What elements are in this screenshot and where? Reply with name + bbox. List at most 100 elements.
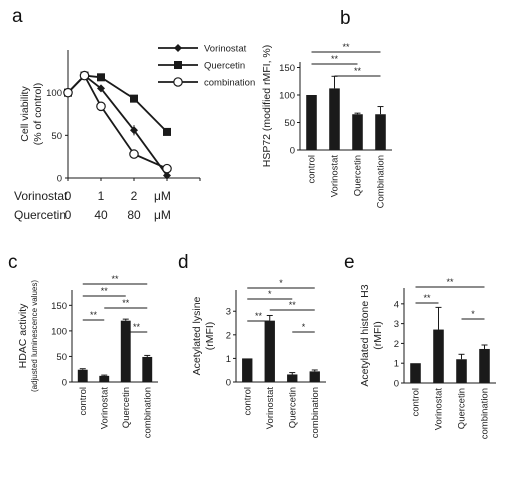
panel-e-bar-chart: 0 1 2 3 4 Acetylated histone H3(rMFI) control V… [359, 277, 496, 439]
d-category-label: control [242, 387, 253, 416]
a-x-row-unit: μM [154, 208, 171, 222]
b-category-label: Quercetin [353, 155, 364, 196]
b-bar [375, 114, 386, 150]
b-bar [329, 88, 340, 150]
d-y-axis-label: Acetylated lysine(rMFI) [191, 296, 216, 375]
a-x-row-unit: μM [154, 189, 171, 203]
a-x-row-tick: 0 [65, 189, 72, 203]
b-y-axis-label-line: HSP72 (modified rMFI, %) [261, 45, 273, 168]
e-category-label: control [411, 388, 422, 417]
a-x-row-label: Vorinostat [14, 189, 68, 203]
c-bar [99, 375, 110, 382]
b-category-label: Vorinostat [330, 155, 341, 198]
e-y-tick-label: 4 [394, 299, 399, 310]
c-significance-mark: ** [122, 298, 130, 308]
a-legend-label: Vorinostat [204, 44, 247, 55]
a-legend-label: Quercetin [204, 61, 245, 72]
panel-d-bar-chart: 0 1 2 3 Acetylated lysine(rMFI) control Vorino… [191, 278, 326, 438]
b-bar [306, 95, 317, 150]
a-y-axis-label-line: (% of control) [32, 83, 44, 145]
panel-label-e: e [344, 252, 355, 273]
c-bar [120, 320, 131, 382]
d-bar [264, 320, 275, 382]
a-y-tick-label: 50 [51, 131, 62, 142]
a-point-circle [63, 87, 73, 98]
e-category-label: Vorinostat [434, 388, 445, 431]
b-category-label: control [307, 155, 318, 184]
panel-label-c: c [8, 252, 18, 273]
b-bar [352, 114, 363, 150]
panel-c-bar-chart: 0 50 100 150 HDAC activity (adjusted luminesc… [17, 274, 158, 438]
d-y-axis-label-line: (rMFI) [204, 322, 216, 351]
e-bar [433, 329, 444, 383]
a-x-row-tick: 2 [131, 189, 138, 203]
a-x-row-label: Quercetin [14, 208, 66, 222]
d-bar [309, 371, 320, 382]
b-y-axis-label: HSP72 (modified rMFI, %) [261, 45, 273, 168]
b-y-tick-label: 0 [290, 146, 295, 157]
a-point-diamond [130, 126, 138, 135]
e-y-axis-label: Acetylated histone H3(rMFI) [359, 284, 384, 386]
b-category-label: Combination [376, 155, 387, 208]
panel-b-bar-chart: 0 50 100 150 HSP72 (modified rMFI, %) control… [261, 42, 392, 208]
d-y-tick-label: 1 [226, 354, 231, 365]
e-bar [456, 359, 467, 383]
c-y-axis-sublabel: (adjusted luminescence values) [30, 280, 39, 392]
d-bar [242, 358, 253, 382]
a-point-diamond [97, 84, 105, 93]
e-y-axis-label-line: Acetylated histone H3 [359, 284, 371, 386]
d-significance-mark: * [268, 289, 272, 299]
d-significance-mark: * [302, 322, 306, 332]
c-y-tick-label: 0 [62, 378, 67, 389]
a-point-circle [96, 101, 106, 112]
c-y-axis-label: HDAC activity [17, 303, 29, 369]
e-y-tick-label: 3 [394, 319, 399, 330]
e-y-tick-label: 2 [394, 339, 399, 350]
a-x-row-tick: 1 [98, 189, 105, 203]
a-point-square [130, 94, 138, 103]
a-y-axis-label: Cell viability(% of control) [19, 83, 44, 145]
d-significance-mark: ** [255, 311, 263, 321]
b-y-tick-label: 50 [284, 118, 295, 129]
a-x-row-tick: 80 [127, 208, 141, 222]
e-significance-mark: * [471, 309, 475, 319]
e-y-tick-label: 0 [394, 379, 399, 390]
c-category-label: control [78, 387, 89, 416]
d-category-label: Vorinostat [265, 387, 276, 430]
a-point-square [97, 73, 105, 82]
b-significance-mark: ** [354, 66, 362, 76]
d-category-label: Quercetin [287, 387, 298, 428]
e-category-label: combination [480, 388, 491, 439]
d-y-tick-label: 3 [226, 307, 231, 318]
d-category-label: combination [310, 387, 321, 438]
panel-label-a: a [12, 6, 23, 27]
e-significance-mark: ** [423, 293, 431, 303]
c-bar [142, 356, 153, 382]
a-series-line [67, 74, 168, 133]
a-legend-marker [174, 44, 182, 52]
c-category-label: Quercetin [121, 387, 132, 428]
a-legend-marker [174, 61, 182, 69]
b-y-tick-label: 100 [279, 91, 295, 102]
d-y-tick-label: 0 [226, 378, 231, 389]
c-bar [77, 369, 88, 382]
e-y-tick-label: 1 [394, 359, 399, 370]
b-significance-mark: ** [342, 42, 350, 52]
d-bar [287, 374, 298, 382]
e-y-axis-label-line: (rMFI) [372, 321, 384, 350]
c-significance-mark: ** [101, 286, 109, 296]
e-bar [410, 363, 421, 383]
a-y-axis-label-line: Cell viability [19, 86, 31, 142]
c-category-label: combination [142, 387, 153, 438]
e-significance-mark: ** [446, 277, 454, 287]
panel-label-b: b [340, 8, 351, 29]
d-y-tick-label: 2 [226, 330, 231, 341]
a-y-tick-label: 0 [57, 174, 62, 185]
a-point-circle [129, 149, 139, 159]
a-y-tick-label: 100 [46, 88, 62, 99]
b-significance-mark: ** [331, 54, 339, 64]
d-significance-mark: * [279, 278, 283, 288]
a-x-row-tick: 0 [65, 208, 72, 222]
